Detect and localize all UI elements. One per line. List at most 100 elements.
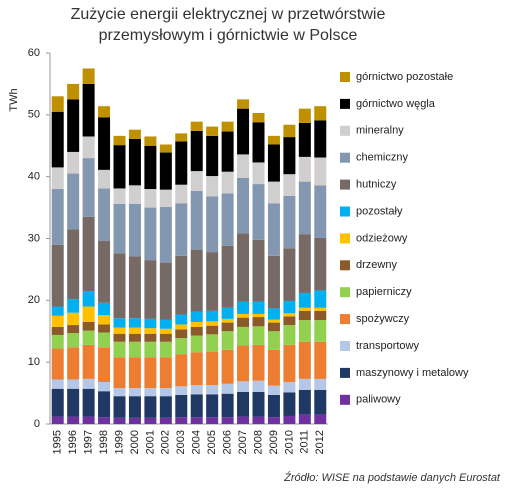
bar-segment: [190, 417, 203, 424]
bar-segment: [144, 396, 157, 418]
bar-segment: [190, 311, 203, 322]
legend-swatch: [340, 72, 350, 82]
x-tick-label: 2000: [129, 430, 141, 454]
legend-label: maszynowy i metalowy: [356, 367, 469, 379]
bar-segment: [206, 334, 219, 352]
x-tick-label: 2007: [237, 430, 249, 454]
bar-segment: [298, 181, 311, 235]
bar-segment: [175, 203, 188, 256]
bar-segment: [159, 152, 172, 190]
bar-segment: [82, 291, 95, 307]
y-tick-label: 50: [28, 109, 40, 121]
bar-segment: [175, 329, 188, 339]
bar-segment: [190, 335, 203, 353]
bar-segment: [221, 318, 234, 323]
legend-swatch: [340, 233, 350, 244]
bar-segment: [283, 325, 296, 345]
legend-label: hutniczy: [356, 179, 397, 191]
bar-segment: [190, 352, 203, 386]
legend-swatch: [340, 179, 350, 190]
bar-segment: [221, 245, 234, 308]
bar-segment: [237, 108, 250, 155]
legend-swatch: [340, 260, 350, 271]
bar-segment: [128, 256, 141, 319]
bar-segment: [252, 344, 265, 381]
bar-segment: [82, 306, 95, 322]
bar-segment: [144, 328, 157, 334]
bar-segment: [252, 301, 265, 314]
bar-segment: [283, 174, 296, 196]
bar-segment: [144, 357, 157, 389]
bar-segment: [190, 326, 203, 336]
bar-segment: [298, 341, 311, 379]
bar-segment: [267, 308, 280, 320]
source-note: Źródło: WISE na podstawie danych Eurosta…: [283, 471, 501, 484]
bar-segment: [252, 317, 265, 327]
bar-segment: [237, 416, 250, 424]
bar-segment: [113, 396, 126, 418]
chart-title: przemysłowym i górnictwie w Polsce: [99, 27, 358, 44]
legend-swatch: [340, 341, 350, 351]
legend-label: górnictwo węgla: [356, 98, 436, 110]
bar-segment: [267, 349, 280, 386]
bar-segment: [252, 380, 265, 392]
bar-segment: [82, 344, 95, 379]
bar-segment: [82, 330, 95, 345]
bar-segment: [67, 83, 80, 100]
bar-segment: [98, 169, 111, 189]
bar-segment: [128, 341, 141, 358]
y-tick-label: 0: [34, 418, 40, 430]
bar-segment: [98, 106, 111, 118]
bar-segment: [67, 333, 80, 348]
bar-segment: [51, 315, 64, 327]
bar-segment: [51, 334, 64, 349]
bar-segment: [190, 394, 203, 418]
bar-segment: [190, 130, 203, 172]
x-tick-label: 2009: [268, 430, 280, 454]
x-tick-label: 2004: [191, 430, 203, 454]
bar-segment: [113, 318, 126, 328]
bar-segment: [128, 333, 141, 342]
bar-segment: [98, 302, 111, 316]
bar-segment: [221, 383, 234, 394]
bar-segment: [82, 388, 95, 417]
bar-segment: [98, 332, 111, 348]
bar-segment: [144, 145, 157, 190]
bar-segment: [206, 321, 219, 326]
bar-segment: [252, 326, 265, 345]
x-tick-label: 2002: [160, 430, 172, 454]
legend-swatch: [340, 394, 350, 405]
bar-segment: [128, 327, 141, 334]
bar-segment: [67, 173, 80, 230]
bar-segment: [175, 394, 188, 418]
bar-segment: [113, 188, 126, 204]
legend-swatch: [340, 98, 350, 109]
bar-segment: [98, 391, 111, 418]
bar-segment: [144, 388, 157, 397]
bar-segment: [252, 184, 265, 240]
bar-segment: [175, 141, 188, 185]
bar-segment: [221, 331, 234, 350]
bar-segment: [314, 310, 327, 321]
bar-segment: [298, 320, 311, 342]
bar-segment: [237, 391, 250, 417]
bar-segment: [82, 83, 95, 137]
bar-segment: [175, 417, 188, 424]
bar-segment: [190, 321, 203, 327]
bar-segment: [221, 171, 234, 194]
bar-segment: [82, 136, 95, 159]
bar-segment: [67, 312, 80, 326]
bar-segment: [144, 318, 157, 329]
legend-swatch: [340, 125, 350, 136]
bar-segment: [237, 154, 250, 178]
legend-swatch: [340, 206, 350, 217]
legend-label: papierniczy: [356, 286, 412, 298]
bar-segment: [267, 394, 280, 418]
x-tick-label: 2006: [222, 430, 234, 454]
bar-segment: [144, 341, 157, 358]
bar-segment: [113, 388, 126, 397]
bar-segment: [237, 313, 250, 318]
bar-segment: [175, 133, 188, 142]
bar-segment: [51, 326, 64, 335]
